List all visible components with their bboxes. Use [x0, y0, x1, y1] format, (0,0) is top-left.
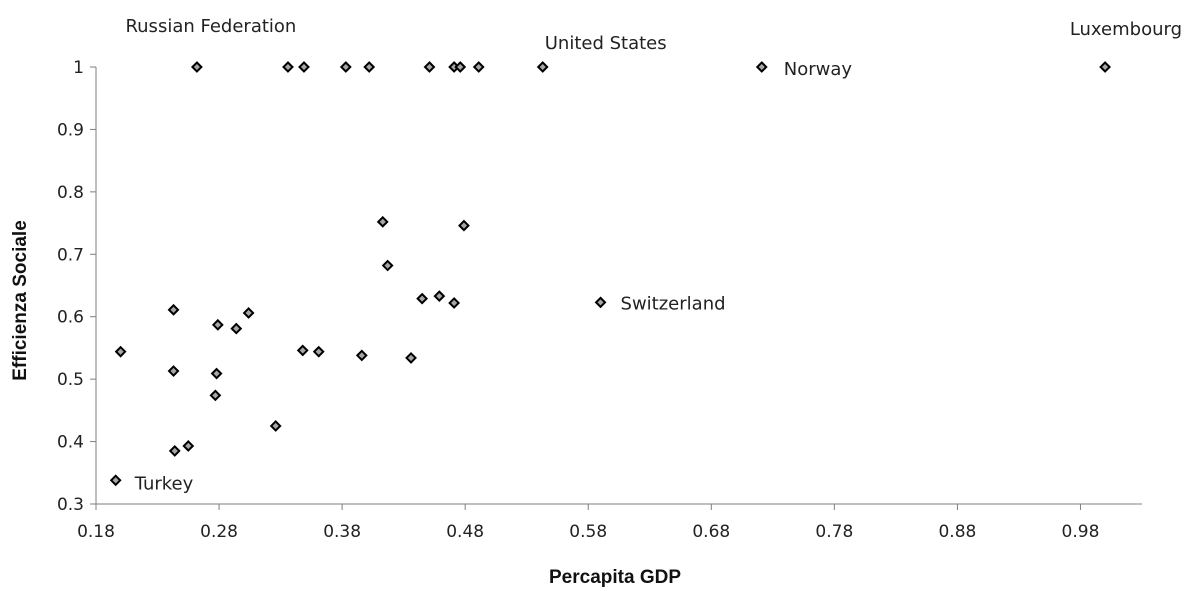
data-point: [298, 61, 310, 73]
y-tick-label: 1: [73, 58, 84, 78]
y-tick-label: 0.7: [57, 245, 84, 265]
data-point: [536, 61, 549, 73]
data-point: [755, 61, 768, 73]
point-annotations: Russian Federation United States Norway Lux…: [125, 16, 1182, 494]
data-point: [242, 307, 255, 319]
data-point: [109, 474, 122, 487]
x-axis-ticks: 0.18 0.28 0.38 0.48 0.58 0.68 0.78 0.88 0.98: [77, 504, 1099, 542]
data-point: [269, 420, 282, 432]
y-axis-title: Efficienza Sociale: [10, 220, 31, 381]
x-tick-label: 0.78: [815, 522, 853, 542]
data-point: [168, 445, 181, 457]
point-annotation: Russian Federation: [125, 16, 296, 37]
x-tick-label: 0.68: [692, 522, 730, 542]
y-tick-label: 0.6: [57, 308, 84, 328]
data-point: [376, 215, 389, 228]
data-point: [416, 292, 429, 305]
y-axis-ticks: 0.3 0.4 0.5 0.6 0.7 0.8 0.9 1: [57, 58, 96, 515]
point-annotation: United States: [545, 33, 667, 54]
axes: [95, 67, 1142, 505]
x-tick-label: 0.18: [77, 522, 115, 542]
data-point: [209, 389, 222, 402]
x-tick-label: 0.88: [938, 522, 976, 542]
data-point: [1099, 61, 1111, 73]
point-annotation: Norway: [784, 59, 853, 80]
data-point: [167, 303, 180, 316]
y-tick-label: 0.5: [57, 370, 84, 390]
data-point: [211, 318, 224, 331]
data-point: [355, 349, 368, 362]
y-tick-label: 0.3: [57, 495, 84, 515]
point-annotation: Switzerland: [621, 293, 726, 314]
data-point: [433, 290, 446, 303]
data-point: [114, 345, 127, 358]
x-tick-label: 0.38: [323, 522, 361, 542]
x-tick-label: 0.58: [569, 522, 607, 542]
y-tick-label: 0.8: [57, 183, 84, 203]
x-axis-title: Percapita GDP: [549, 567, 681, 588]
data-point: [405, 352, 417, 364]
data-points: [109, 61, 1111, 487]
x-tick-label: 0.28: [200, 522, 238, 542]
data-point: [230, 322, 243, 335]
y-tick-label: 0.9: [57, 120, 84, 140]
data-point: [190, 61, 203, 73]
point-annotation: Luxembourg: [1070, 19, 1182, 40]
x-tick-label: 0.98: [1062, 522, 1100, 542]
data-point: [296, 344, 309, 357]
point-annotation: Turkey: [134, 473, 194, 494]
data-point: [167, 365, 180, 377]
data-point: [472, 61, 485, 73]
data-point: [454, 61, 467, 73]
data-point: [312, 345, 325, 358]
data-point: [282, 61, 294, 73]
y-tick-label: 0.4: [57, 433, 84, 453]
data-point: [381, 259, 394, 272]
x-tick-label: 0.48: [446, 522, 484, 542]
data-point: [339, 61, 352, 73]
data-point: [458, 219, 470, 232]
data-point: [448, 297, 461, 309]
data-point: [423, 61, 436, 73]
data-point: [182, 440, 195, 452]
data-point: [594, 296, 607, 309]
data-point: [363, 61, 376, 73]
data-point: [210, 367, 223, 380]
